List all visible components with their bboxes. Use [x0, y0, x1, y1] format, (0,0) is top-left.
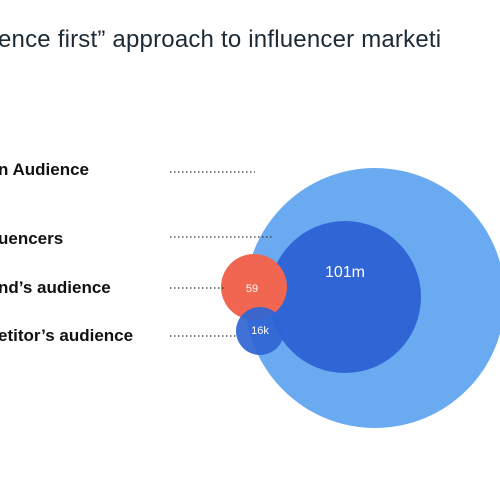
influencers-circle	[269, 221, 421, 373]
competitor-audience-circle	[236, 307, 284, 355]
competitor-audience-value: 16k	[251, 325, 269, 337]
slide-title: ence first” approach to influencer marke…	[0, 26, 442, 53]
label-influencers: uencers	[0, 229, 64, 248]
brand-audience-circle	[221, 254, 287, 320]
brand-audience-value: 59	[246, 283, 258, 295]
label-brand-audience: nd’s audience	[0, 278, 111, 297]
label-total-audience: n Audience	[0, 160, 89, 179]
influencers-value: 101m	[325, 264, 365, 281]
label-competitor-audience: etitor’s audience	[0, 326, 134, 345]
